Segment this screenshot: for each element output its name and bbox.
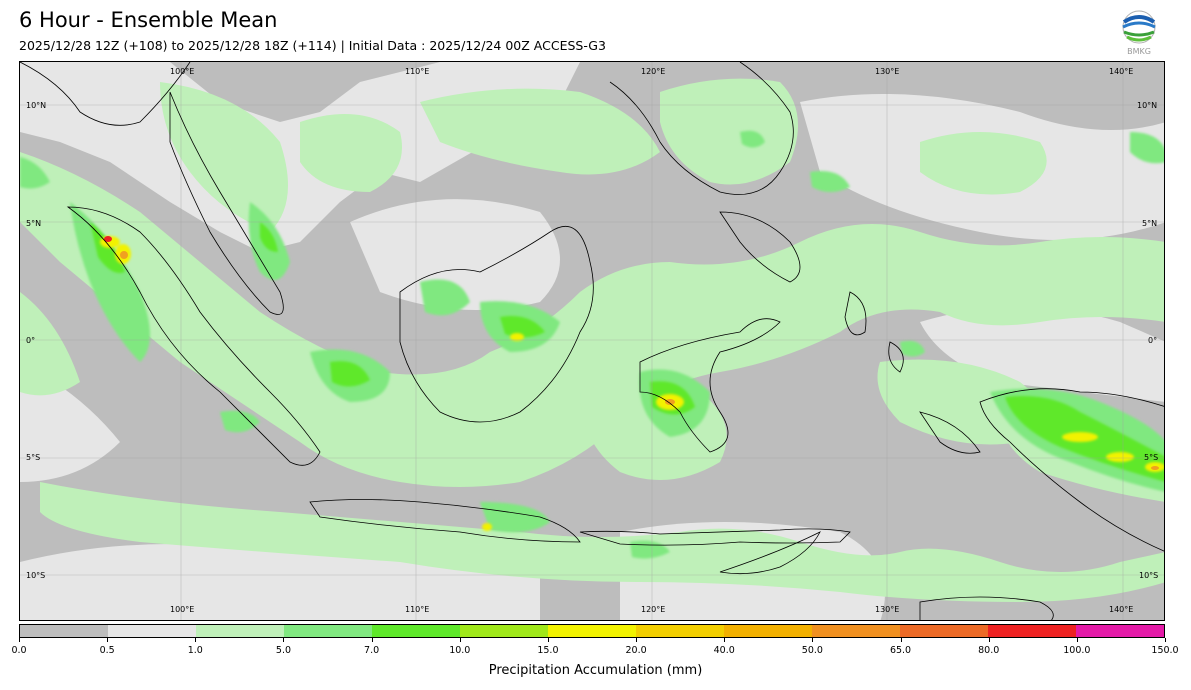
lon-label-top-110: 110°E xyxy=(405,67,430,76)
lat-label-left-eq: 0° xyxy=(26,336,36,345)
colorbar-tick-mark xyxy=(195,638,196,642)
colorbar-segment xyxy=(284,625,372,637)
coast-java xyxy=(309,499,581,543)
lon-label-bottom-110: 110°E xyxy=(405,605,430,614)
colorbar xyxy=(19,624,1165,638)
graticule xyxy=(20,62,1164,620)
colorbar-segment xyxy=(548,625,636,637)
colorbar-tick-label: 5.0 xyxy=(275,645,292,656)
colorbar-tick-label: 150.0 xyxy=(1151,645,1179,656)
colorbar-segment xyxy=(812,625,900,637)
coast-borneo xyxy=(399,226,594,423)
colorbar-segment xyxy=(900,625,988,637)
coast-malay-peninsula xyxy=(169,91,284,315)
colorbar-tick-label: 40.0 xyxy=(713,645,735,656)
coast-nusa-tenggara xyxy=(579,528,851,546)
colorbar-segment xyxy=(20,625,108,637)
lat-label-left-5n: 5°N xyxy=(26,219,42,228)
colorbar-tick-mark xyxy=(283,638,284,642)
coast-indochina xyxy=(20,62,191,126)
colorbar-tick-label: 7.0 xyxy=(364,645,380,656)
coast-timor xyxy=(719,531,821,575)
lon-label-bottom-130: 130°E xyxy=(875,605,900,614)
bmkg-logo-text: BMKG xyxy=(1127,47,1151,56)
colorbar-tick-mark xyxy=(724,638,725,642)
coast-new-guinea xyxy=(979,388,1164,552)
colorbar-tick-label: 20.0 xyxy=(625,645,647,656)
colorbar-segment xyxy=(372,625,460,637)
chart-subtitle: 2025/12/28 12Z (+108) to 2025/12/28 18Z … xyxy=(19,38,606,53)
lon-label-bottom-140: 140°E xyxy=(1109,605,1134,614)
lat-label-left-10s: 10°S xyxy=(26,571,46,580)
lat-label-right-10s: 10°S xyxy=(1139,571,1159,580)
colorbar-tick-mark xyxy=(989,638,990,642)
coast-sumatra xyxy=(66,206,321,466)
lat-label-left-10n: 10°N xyxy=(26,101,47,110)
bmkg-logo: BMKG xyxy=(1120,10,1158,56)
colorbar-tick-mark xyxy=(107,638,108,642)
coastlines xyxy=(20,62,1164,620)
colorbar-tick-mark xyxy=(901,638,902,642)
colorbar-tick-label: 0.5 xyxy=(99,645,115,656)
colorbar-tick-mark xyxy=(1077,638,1078,642)
colorbar-label: Precipitation Accumulation (mm) xyxy=(488,663,703,678)
precipitation-map: 100°E 110°E 120°E 130°E 140°E 100°E 110°… xyxy=(19,61,1165,621)
colorbar-tick-label: 80.0 xyxy=(978,645,1000,656)
colorbar-tick-label: 15.0 xyxy=(537,645,559,656)
lon-label-top-130: 130°E xyxy=(875,67,900,76)
colorbar-tick-label: 10.0 xyxy=(449,645,471,656)
colorbar-segment xyxy=(988,625,1076,637)
colorbar-tick-mark xyxy=(548,638,549,642)
colorbar-tick-label: 0.0 xyxy=(11,645,27,656)
precip-field-40-100 xyxy=(104,236,1159,470)
colorbar-tick-mark xyxy=(636,638,637,642)
lon-label-bottom-100: 100°E xyxy=(170,605,195,614)
lon-label-top-120: 120°E xyxy=(641,67,666,76)
lat-label-right-5s: 5°S xyxy=(1144,453,1159,462)
colorbar-tick-label: 65.0 xyxy=(889,645,912,656)
map-canvas xyxy=(20,62,1164,620)
lon-label-top-140: 140°E xyxy=(1109,67,1134,76)
colorbar-segment xyxy=(724,625,812,637)
colorbar-tick-mark xyxy=(812,638,813,642)
colorbar-tick-mark xyxy=(19,638,20,642)
lat-label-left-5s: 5°S xyxy=(26,453,41,462)
colorbar-segment xyxy=(108,625,196,637)
colorbar-segment xyxy=(636,625,724,637)
colorbar-tick-mark xyxy=(1165,638,1166,642)
colorbar-tick-mark xyxy=(372,638,373,642)
chart-title: 6 Hour - Ensemble Mean xyxy=(19,8,278,32)
colorbar-segment xyxy=(1076,625,1164,637)
colorbar-segment xyxy=(196,625,284,637)
coast-australia xyxy=(919,596,1054,620)
colorbar-tick-label: 50.0 xyxy=(801,645,823,656)
colorbar-segment xyxy=(460,625,548,637)
lon-label-bottom-120: 120°E xyxy=(641,605,666,614)
lat-label-right-eq: 0° xyxy=(1148,336,1158,345)
coast-sulawesi xyxy=(639,318,781,453)
colorbar-tick-label: 100.0 xyxy=(1063,645,1091,656)
coast-maluku xyxy=(844,291,981,454)
colorbar-tick-label: 1.0 xyxy=(187,645,203,656)
colorbar-tick-mark xyxy=(460,638,461,642)
coast-philippines xyxy=(609,62,801,283)
lat-label-right-5n: 5°N xyxy=(1142,219,1158,228)
lon-label-top-100: 100°E xyxy=(170,67,195,76)
lat-label-right-10n: 10°N xyxy=(1137,101,1158,110)
